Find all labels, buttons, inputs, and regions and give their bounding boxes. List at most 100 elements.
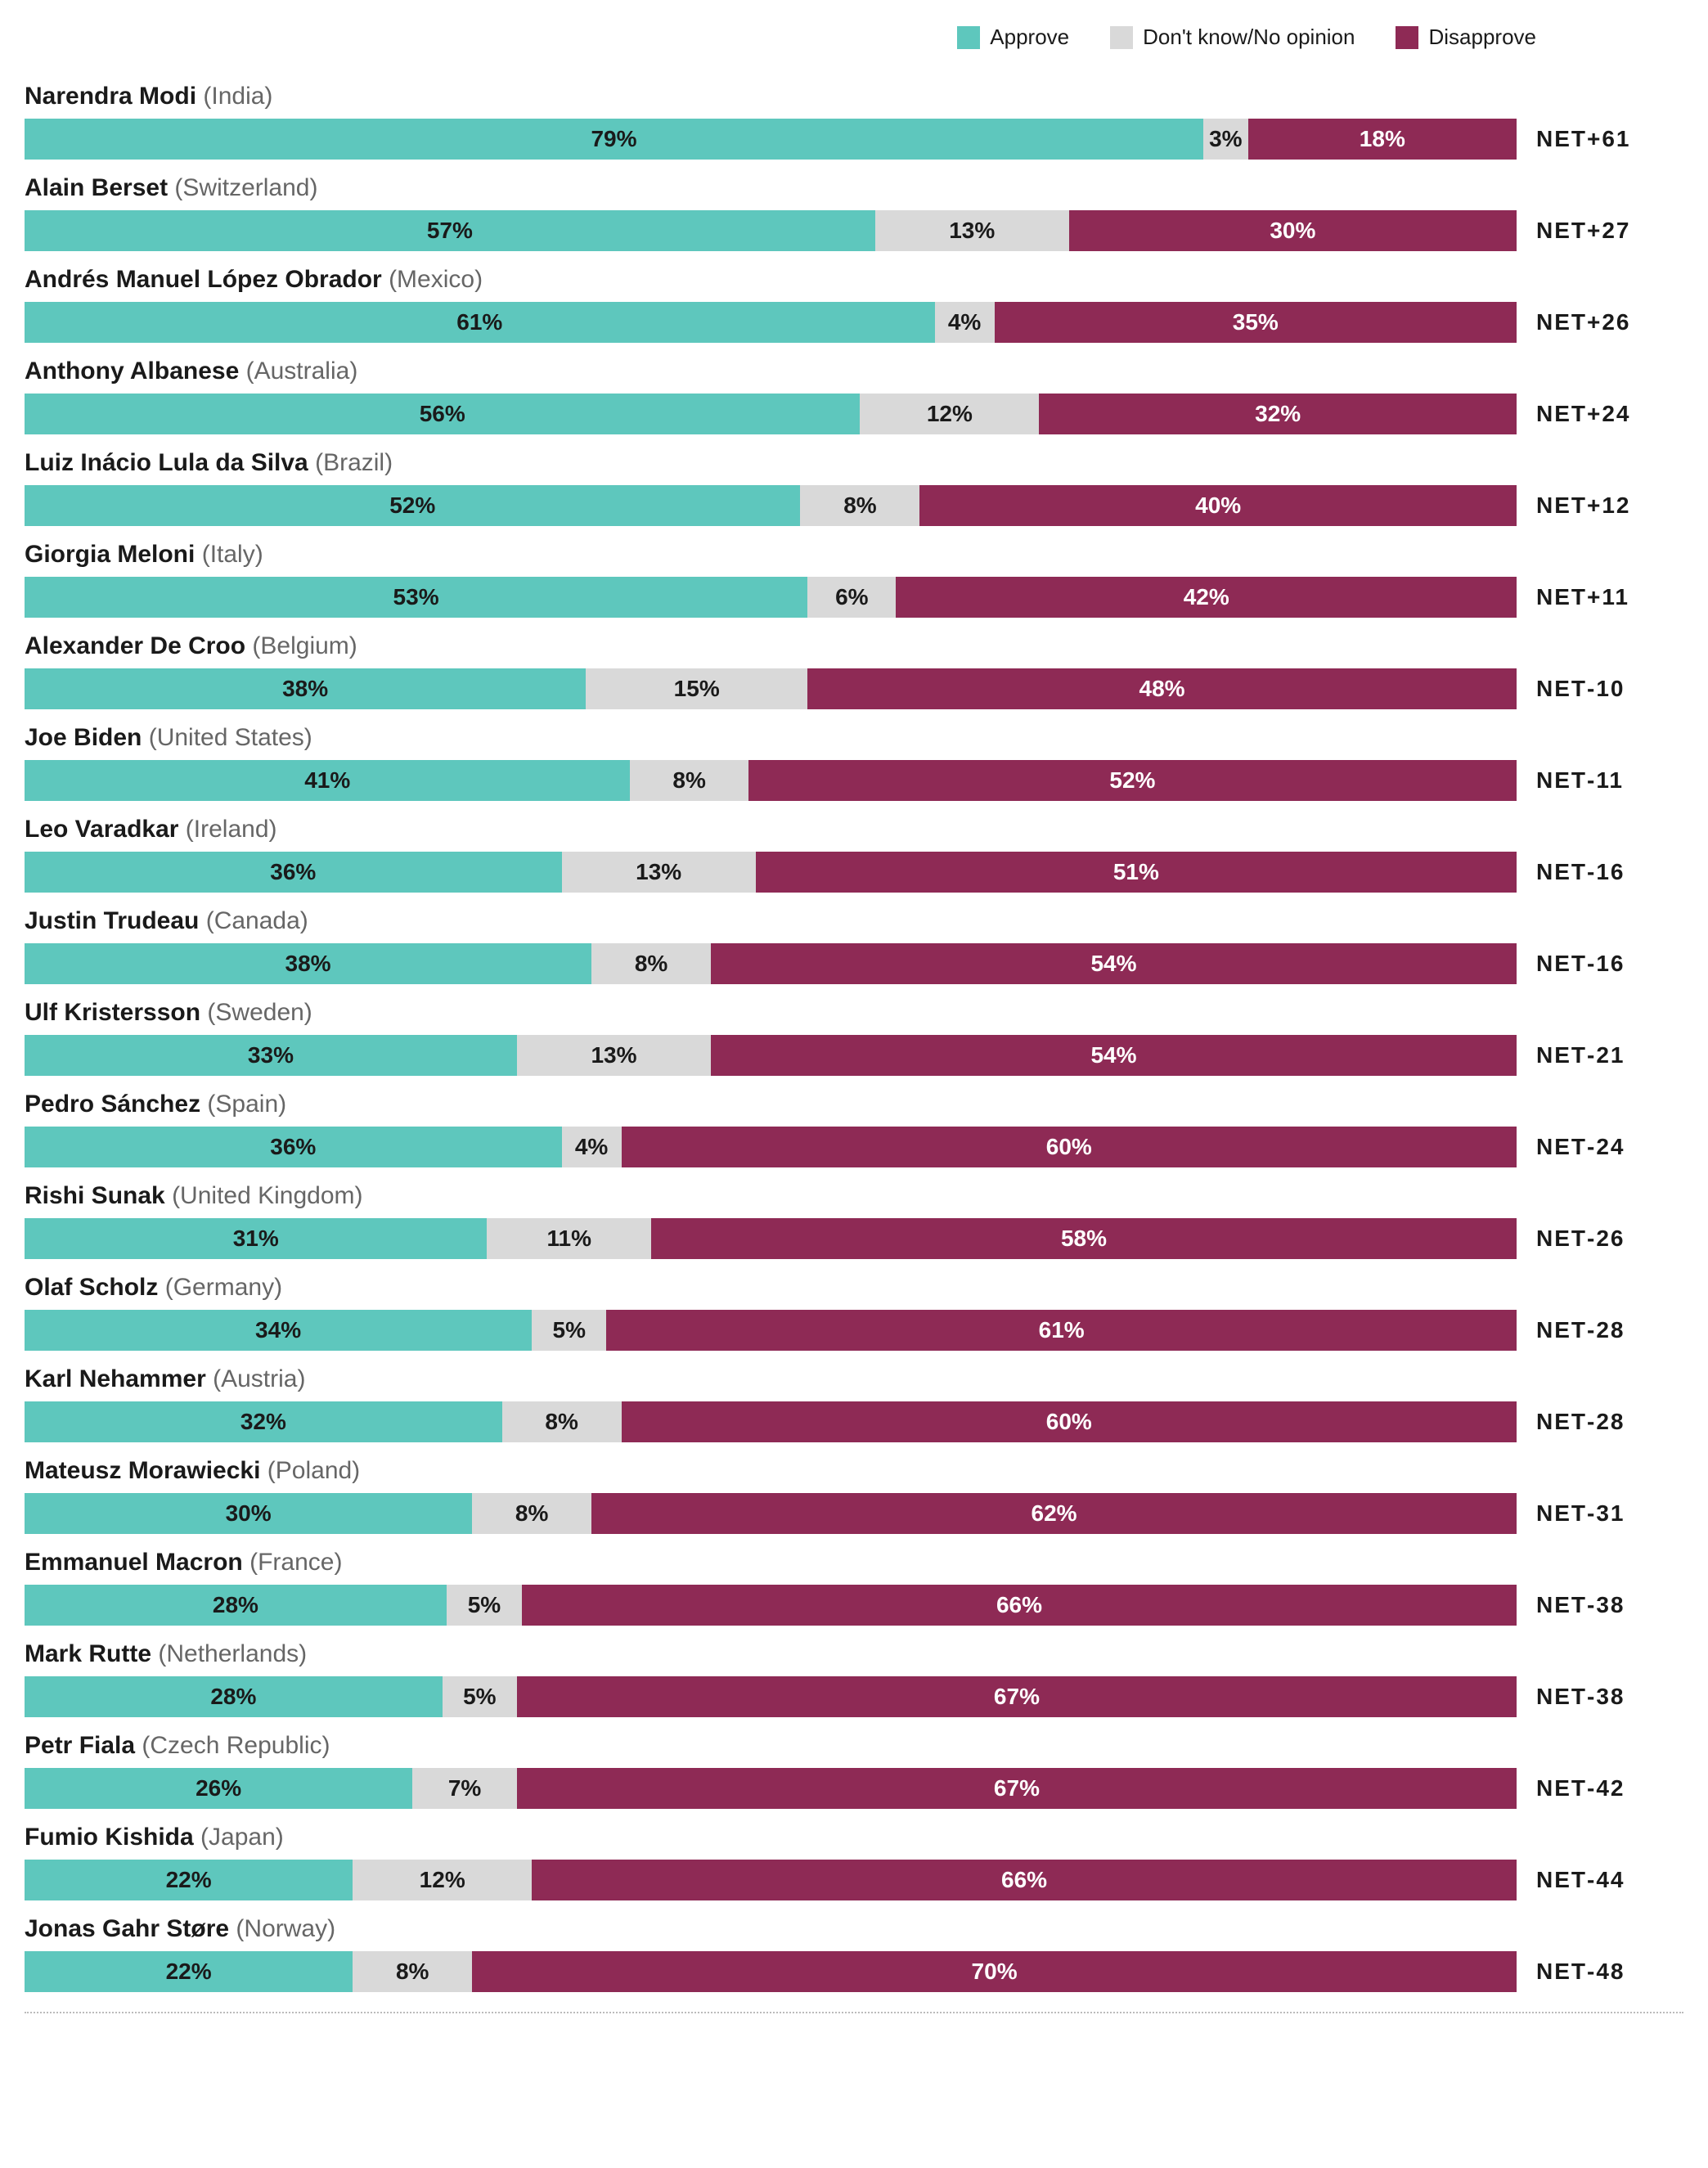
bar-segment-approve: 28% bbox=[25, 1676, 443, 1717]
net-score: NET +61 bbox=[1536, 119, 1683, 160]
leader-row: Fumio Kishida (Japan)22%12%66%NET -44 bbox=[25, 1824, 1683, 1900]
bar-value-disapprove: 66% bbox=[1001, 1867, 1047, 1893]
bar-value-dk: 8% bbox=[396, 1959, 429, 1985]
bar-segment-approve: 52% bbox=[25, 485, 800, 526]
bar-value-approve: 57% bbox=[427, 218, 473, 244]
bar-value-approve: 79% bbox=[591, 126, 636, 152]
bar-segment-disapprove: 35% bbox=[995, 302, 1517, 343]
net-score: NET -38 bbox=[1536, 1676, 1683, 1717]
bar-value-disapprove: 58% bbox=[1061, 1226, 1107, 1252]
leader-label: Andrés Manuel López Obrador (Mexico) bbox=[25, 266, 1683, 294]
leader-name: Jonas Gahr Støre bbox=[25, 1915, 229, 1942]
bar-value-dk: 8% bbox=[672, 767, 705, 794]
bar-segment-disapprove: 66% bbox=[522, 1585, 1517, 1626]
bar-segment-disapprove: 40% bbox=[919, 485, 1517, 526]
bar-segment-dk: 5% bbox=[532, 1310, 606, 1351]
bar-segment-approve: 22% bbox=[25, 1860, 353, 1900]
bar-value-approve: 26% bbox=[196, 1775, 241, 1801]
leader-country: (Brazil) bbox=[315, 449, 393, 476]
bar-value-disapprove: 32% bbox=[1255, 401, 1301, 427]
leader-row: Ulf Kristersson (Sweden)33%13%54%NET -21 bbox=[25, 999, 1683, 1076]
leader-label: Mateusz Morawiecki (Poland) bbox=[25, 1457, 1683, 1485]
bar-value-disapprove: 35% bbox=[1233, 309, 1279, 335]
bar-segment-dk: 12% bbox=[353, 1860, 532, 1900]
leader-row: Luiz Inácio Lula da Silva (Brazil)52%8%4… bbox=[25, 449, 1683, 526]
leader-country: (Sweden) bbox=[207, 999, 312, 1026]
stacked-bar: 22%12% 66% bbox=[25, 1860, 1517, 1900]
net-score: NET -44 bbox=[1536, 1860, 1683, 1900]
leader-country: (Czech Republic) bbox=[142, 1732, 330, 1759]
net-prefix: NET bbox=[1536, 767, 1587, 794]
bar-value-disapprove: 18% bbox=[1360, 126, 1405, 152]
leader-name: Alexander De Croo bbox=[25, 632, 245, 659]
bar-segment-approve: 28% bbox=[25, 1585, 447, 1626]
leader-name: Leo Varadkar bbox=[25, 816, 178, 843]
net-prefix: NET bbox=[1536, 493, 1587, 519]
net-prefix: NET bbox=[1536, 584, 1587, 610]
leader-label: Pedro Sánchez (Spain) bbox=[25, 1091, 1683, 1118]
bar-segment-approve: 38% bbox=[25, 943, 591, 984]
leader-label: Narendra Modi (India) bbox=[25, 83, 1683, 110]
leader-country: (Belgium) bbox=[252, 632, 357, 659]
bar-value-dk: 4% bbox=[948, 309, 981, 335]
leader-row: Joe Biden (United States)41%8%52%NET -11 bbox=[25, 724, 1683, 801]
net-score: NET +12 bbox=[1536, 485, 1683, 526]
net-value: -16 bbox=[1587, 859, 1625, 885]
leader-name: Petr Fiala bbox=[25, 1732, 135, 1759]
leader-label: Alexander De Croo (Belgium) bbox=[25, 632, 1683, 660]
bar-segment-dk: 12% bbox=[860, 394, 1039, 434]
net-score: NET -21 bbox=[1536, 1035, 1683, 1076]
net-value: -26 bbox=[1587, 1226, 1625, 1252]
bar-value-approve: 61% bbox=[456, 309, 502, 335]
net-value: +61 bbox=[1587, 126, 1631, 152]
bar-segment-disapprove: 42% bbox=[896, 577, 1516, 618]
bar-segment-dk: 4% bbox=[935, 302, 995, 343]
net-score: NET -11 bbox=[1536, 760, 1683, 801]
leader-row: Andrés Manuel López Obrador (Mexico) 61% 4… bbox=[25, 266, 1683, 343]
bar-value-disapprove: 40% bbox=[1195, 493, 1241, 519]
net-prefix: NET bbox=[1536, 1959, 1587, 1985]
stacked-bar: 57%13%30% bbox=[25, 210, 1517, 251]
stacked-bar: 38%8%54% bbox=[25, 943, 1517, 984]
legend-item-approve: Approve bbox=[957, 25, 1069, 50]
stacked-bar: 32%8%60% bbox=[25, 1401, 1517, 1442]
bar-value-approve: 28% bbox=[210, 1684, 256, 1710]
bar-segment-disapprove: 51% bbox=[756, 852, 1517, 893]
bar-line: 28%5%67% NET -38 bbox=[25, 1676, 1683, 1717]
bar-value-approve: 28% bbox=[213, 1592, 258, 1618]
leader-country: (Canada) bbox=[206, 907, 308, 934]
legend-item-disapprove: Disapprove bbox=[1396, 25, 1536, 50]
stacked-bar: 28%5%67% bbox=[25, 1676, 1517, 1717]
net-value: +26 bbox=[1587, 309, 1631, 335]
bar-segment-dk: 8% bbox=[502, 1401, 622, 1442]
stacked-bar: 61% 4% 35% bbox=[25, 302, 1517, 343]
leader-label: Petr Fiala (Czech Republic) bbox=[25, 1732, 1683, 1760]
bar-line: 36%4%60%NET -24 bbox=[25, 1127, 1683, 1167]
bar-value-dk: 13% bbox=[949, 218, 995, 244]
net-value: -48 bbox=[1587, 1959, 1625, 1985]
stacked-bar: 36%13%51% bbox=[25, 852, 1517, 893]
stacked-bar: 52%8%40% bbox=[25, 485, 1517, 526]
footer-rule bbox=[25, 2012, 1683, 2013]
leader-row: Olaf Scholz (Germany)34%5%61%NET -28 bbox=[25, 1274, 1683, 1351]
bar-segment-dk: 13% bbox=[517, 1035, 711, 1076]
bar-value-approve: 34% bbox=[255, 1317, 301, 1343]
net-score: NET -28 bbox=[1536, 1401, 1683, 1442]
bar-value-disapprove: 67% bbox=[994, 1775, 1040, 1801]
bar-segment-approve: 41% bbox=[25, 760, 630, 801]
net-score: NET -16 bbox=[1536, 852, 1683, 893]
bar-value-disapprove: 54% bbox=[1090, 951, 1136, 977]
net-value: +11 bbox=[1587, 584, 1629, 610]
bar-value-approve: 38% bbox=[282, 676, 328, 702]
legend-label-disapprove: Disapprove bbox=[1428, 25, 1536, 50]
bar-value-dk: 4% bbox=[575, 1134, 608, 1160]
bar-segment-disapprove: 61% bbox=[606, 1310, 1517, 1351]
bar-segment-approve: 38% bbox=[25, 668, 586, 709]
leader-label: Justin Trudeau (Canada) bbox=[25, 907, 1683, 935]
bar-value-approve: 41% bbox=[304, 767, 350, 794]
bar-segment-approve: 36% bbox=[25, 852, 562, 893]
bar-value-dk: 5% bbox=[468, 1592, 501, 1618]
stacked-bar: 34% 5%61% bbox=[25, 1310, 1517, 1351]
bar-segment-approve: 31% bbox=[25, 1218, 487, 1259]
bar-segment-disapprove: 66% bbox=[532, 1860, 1517, 1900]
